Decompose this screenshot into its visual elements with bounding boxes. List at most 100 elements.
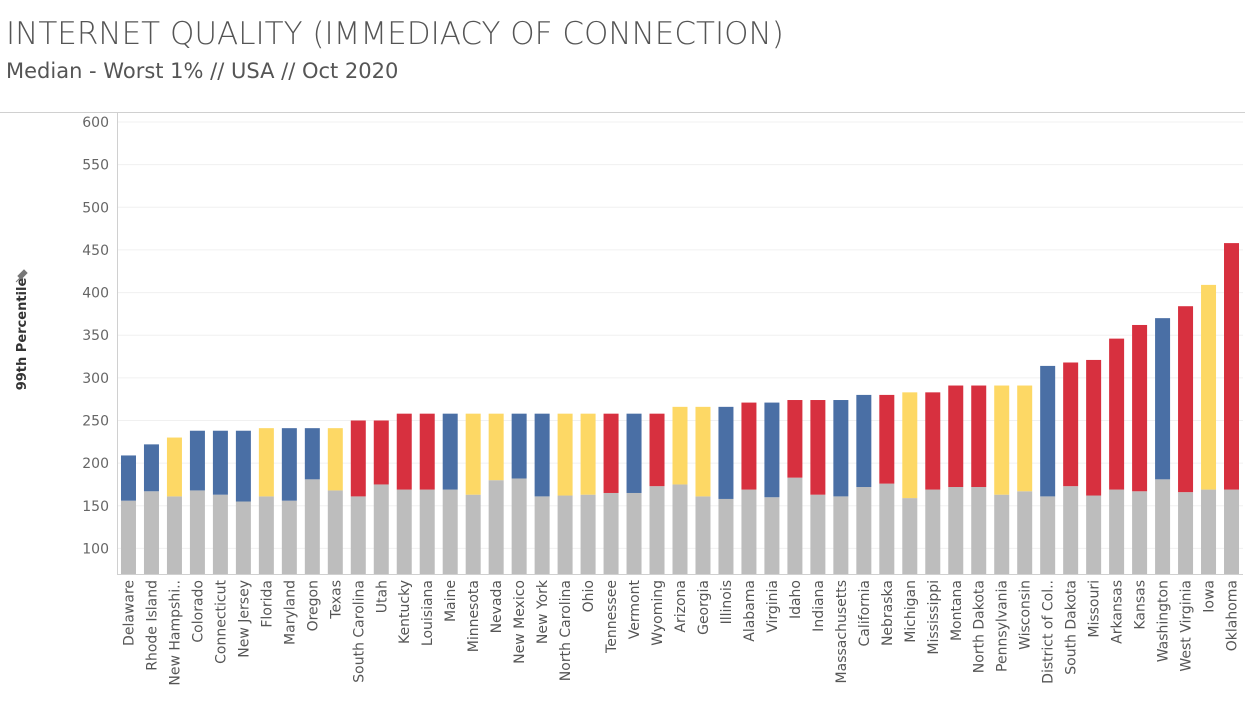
y-tick-label: 400 — [82, 286, 109, 302]
x-tick-label: Louisiana — [420, 580, 436, 646]
bar-p99 — [902, 392, 918, 499]
bar-median — [281, 500, 297, 574]
x-tick-label: Florida — [259, 580, 275, 628]
x-tick-label: Tennessee — [604, 580, 620, 654]
bar-p99 — [465, 413, 481, 495]
x-tick-label: Arizona — [673, 580, 689, 633]
bar-median — [1086, 495, 1102, 574]
bar-p99 — [971, 385, 987, 488]
bar-median — [856, 487, 872, 574]
x-tick-label: Wyoming — [650, 580, 666, 646]
bar-median — [1109, 489, 1125, 574]
bar-median — [1017, 491, 1033, 574]
bar-median — [948, 487, 964, 574]
x-tick-label: Alabama — [742, 580, 758, 642]
bar-p99 — [672, 406, 688, 485]
bar-median — [1224, 489, 1240, 574]
x-tick-label: Iowa — [1202, 580, 1218, 613]
x-tick-label: New Mexico — [512, 580, 528, 664]
bar-median — [258, 496, 274, 574]
bar-p99 — [258, 428, 274, 497]
bar-p99 — [511, 413, 527, 479]
x-tick-label: South Dakota — [1064, 580, 1080, 675]
bar-median — [212, 494, 228, 574]
bar-median — [764, 497, 780, 574]
x-tick-label: Maine — [443, 580, 459, 622]
x-tick-label: Nevada — [489, 580, 505, 633]
x-tick-label: Minnesota — [466, 580, 482, 652]
bar-p99 — [1109, 338, 1125, 490]
x-tick-label: California — [857, 580, 873, 646]
x-tick-label: Arkansas — [1110, 580, 1126, 644]
bar-p99 — [143, 444, 159, 492]
x-tick-label: Pennsylvania — [995, 580, 1011, 672]
bar-p99 — [626, 413, 642, 493]
bar-median — [925, 489, 941, 574]
bar-p99 — [235, 430, 251, 502]
x-tick-label: Ohio — [581, 580, 597, 612]
bar-p99 — [741, 402, 757, 490]
x-tick-label: North Dakota — [972, 580, 988, 673]
bar-median — [1040, 496, 1056, 574]
bar-p99 — [396, 413, 412, 490]
bar-p99 — [350, 420, 366, 497]
x-tick-label: Missouri — [1087, 580, 1103, 638]
x-tick-label: New Hampshi.. — [167, 580, 183, 686]
bar-median — [1201, 489, 1217, 574]
x-tick-label: Vermont — [627, 579, 643, 639]
bar-median — [557, 495, 573, 574]
bar-median — [1155, 479, 1171, 574]
x-tick-label: Idaho — [788, 580, 804, 619]
x-tick-label: Massachusetts — [834, 580, 850, 683]
bar-p99 — [603, 413, 619, 493]
bar-median — [327, 490, 343, 574]
bar-p99 — [1155, 318, 1171, 480]
bar-median — [787, 477, 803, 574]
bar-p99 — [649, 413, 665, 487]
y-tick-label: 250 — [82, 413, 109, 429]
bar-median — [511, 478, 527, 574]
bar-p99 — [948, 385, 964, 488]
bar-p99 — [879, 394, 895, 484]
bar-p99 — [212, 430, 228, 495]
bar-p99 — [534, 413, 550, 497]
bar-median — [971, 487, 987, 574]
x-tick-label: South Carolina — [351, 580, 367, 683]
bar-p99 — [764, 402, 780, 498]
bar-p99 — [327, 428, 343, 491]
x-tick-label: Kansas — [1133, 580, 1149, 630]
bar-p99 — [304, 428, 320, 480]
bar-p99 — [166, 437, 182, 497]
x-tick-label: Washington — [1156, 580, 1172, 662]
y-tick-label: 350 — [82, 328, 109, 344]
y-tick-label: 450 — [82, 243, 109, 259]
bar-median — [350, 496, 366, 574]
bar-median — [879, 483, 895, 574]
y-tick-label: 200 — [82, 456, 109, 472]
bar-p99 — [189, 430, 205, 491]
bar-p99 — [580, 413, 596, 495]
bar-p99 — [695, 406, 711, 497]
chart-title: INTERNET QUALITY (IMMEDIACY OF CONNECTIO… — [6, 16, 784, 52]
x-tick-label: Wisconsin — [1018, 580, 1034, 650]
x-tick-label: West Virginia — [1179, 580, 1195, 672]
bar-median — [419, 489, 435, 574]
x-tick-label: Michigan — [903, 580, 919, 643]
x-tick-label: Delaware — [121, 580, 137, 646]
bar-median — [672, 484, 688, 574]
bar-median — [994, 494, 1010, 574]
bar-p99 — [925, 392, 941, 490]
bar-median — [396, 489, 412, 574]
x-tick-label: Kentucky — [397, 580, 413, 644]
bar-p99 — [994, 385, 1010, 495]
x-tick-label: Utah — [374, 580, 390, 613]
x-tick-label: Connecticut — [213, 579, 229, 663]
bar-median — [1132, 491, 1148, 574]
bar-median — [695, 496, 711, 574]
bar-p99 — [833, 400, 849, 497]
x-tick-label: New York — [535, 579, 551, 644]
bar-p99 — [442, 413, 458, 490]
bar-p99 — [1224, 243, 1240, 490]
x-tick-label: Mississippi — [926, 580, 942, 655]
bar-median — [534, 496, 550, 574]
